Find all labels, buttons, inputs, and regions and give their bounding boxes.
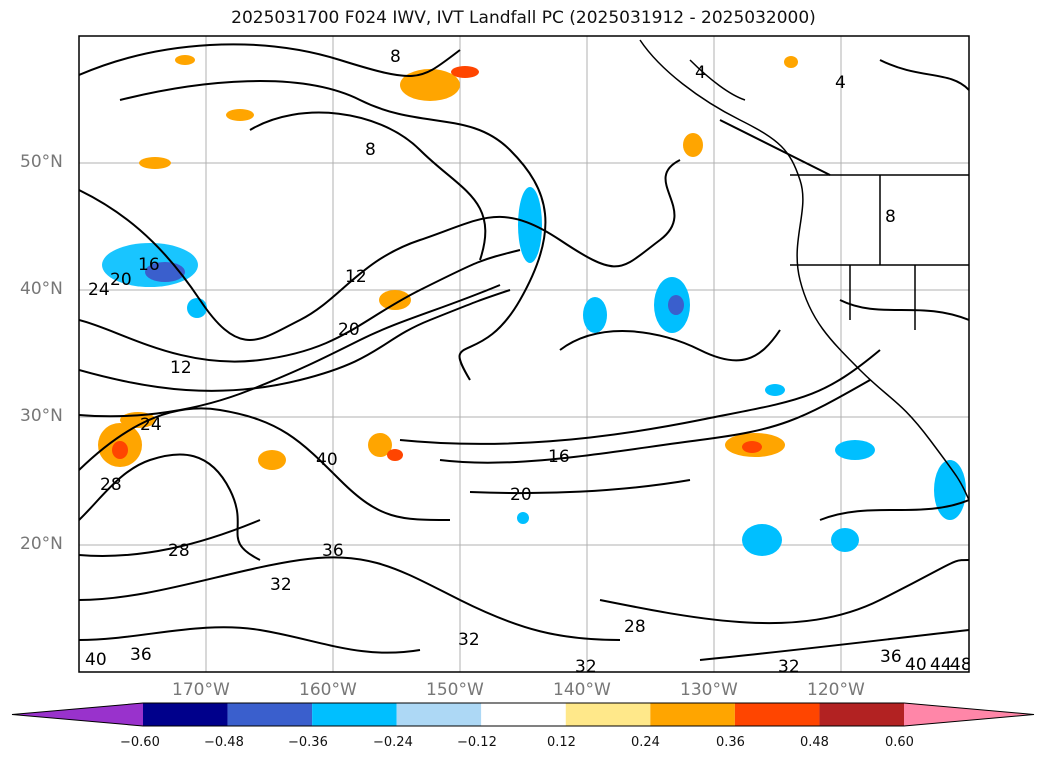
pc-shading: [98, 55, 966, 556]
contour-label: 28: [168, 541, 190, 561]
contour-label: 4: [695, 63, 706, 83]
contour-label: 16: [548, 447, 570, 467]
lat-label-50n: 50°N: [20, 152, 63, 172]
contour-label: 24: [140, 415, 162, 435]
contour-label: 20: [110, 270, 132, 290]
colorbar-tick-label: 0.60: [885, 735, 914, 750]
colorbar-extend-low: [12, 703, 143, 726]
lat-label-40n: 40°N: [20, 279, 63, 299]
colorbar-segment: [819, 703, 904, 726]
contour-label: 16: [138, 255, 160, 275]
contour-label-group: 8 4 4 8 8 12 16 20 24 12 20 24 40 16 20 …: [85, 47, 972, 677]
contour-label: 32: [458, 630, 480, 650]
iwv-contours: [79, 43, 969, 661]
colorbar-tick-label: 0.48: [800, 735, 829, 750]
lat-label-30n: 30°N: [20, 406, 63, 426]
lon-label-160w: 160°W: [299, 680, 357, 700]
contour-label: 48: [950, 655, 972, 675]
contour-label: 12: [170, 358, 192, 378]
colorbar-segment: [312, 703, 397, 726]
contour-label: 40: [905, 655, 927, 675]
colorbar-segment: [227, 703, 313, 726]
colorbar-tick-label: −0.48: [204, 735, 244, 750]
contour-label: 24: [88, 280, 110, 300]
lon-label-120w: 120°W: [807, 680, 865, 700]
colorbar-tick-label: 0.24: [631, 735, 660, 750]
contour-label: 40: [316, 450, 338, 470]
colorbar-tick-label: 0.12: [547, 735, 576, 750]
colorbar-outline: [11, 702, 1035, 727]
graticule: [79, 36, 969, 672]
lon-label-140w: 140°W: [553, 680, 611, 700]
lon-label-170w: 170°W: [172, 680, 230, 700]
contour-label: 8: [390, 47, 401, 67]
contour-label: 40: [85, 650, 107, 670]
lat-label-20n: 20°N: [20, 534, 63, 554]
contour-label: 20: [338, 320, 360, 340]
colorbar-tick-label: −0.60: [120, 735, 160, 750]
contour-label: 4: [835, 73, 846, 93]
contour-label: 36: [322, 541, 344, 561]
contour-label: 32: [270, 575, 292, 595]
colorbar-segment: [396, 703, 482, 726]
colorbar-extend-high: [904, 703, 1034, 726]
contour-label: 28: [624, 617, 646, 637]
contour-label: 36: [130, 645, 152, 665]
contour-label: 8: [365, 140, 376, 160]
lon-label-150w: 150°W: [426, 680, 484, 700]
colorbar-tick-label: −0.12: [457, 735, 497, 750]
contour-label: 32: [778, 657, 800, 677]
colorbar-segment: [565, 703, 651, 726]
colorbar-tick-label: −0.36: [288, 735, 328, 750]
contour-label: 12: [345, 267, 367, 287]
coastline: [639, 39, 969, 501]
contour-label: 20: [510, 485, 532, 505]
contour-label: 44: [930, 655, 952, 675]
contour-label: 8: [885, 207, 896, 227]
colorbar-segment: [481, 703, 566, 726]
contour-label: 36: [880, 647, 902, 667]
map-title: 2025031700 F024 IWV, IVT Landfall PC (20…: [231, 8, 816, 28]
colorbar-segment: [650, 703, 735, 726]
colorbar-segment: [143, 703, 228, 726]
lon-label-130w: 130°W: [680, 680, 738, 700]
contour-label: 32: [575, 657, 597, 677]
map-frame: [78, 35, 970, 673]
contour-label: 28: [100, 475, 122, 495]
map-canvas: 8 4 4 8 8 12 16 20 24 12 20 24 40 16 20 …: [78, 35, 972, 677]
colorbar-tick-label: −0.24: [373, 735, 413, 750]
colorbar-segment: [734, 703, 820, 726]
colorbar-tick-label: 0.36: [716, 735, 745, 750]
